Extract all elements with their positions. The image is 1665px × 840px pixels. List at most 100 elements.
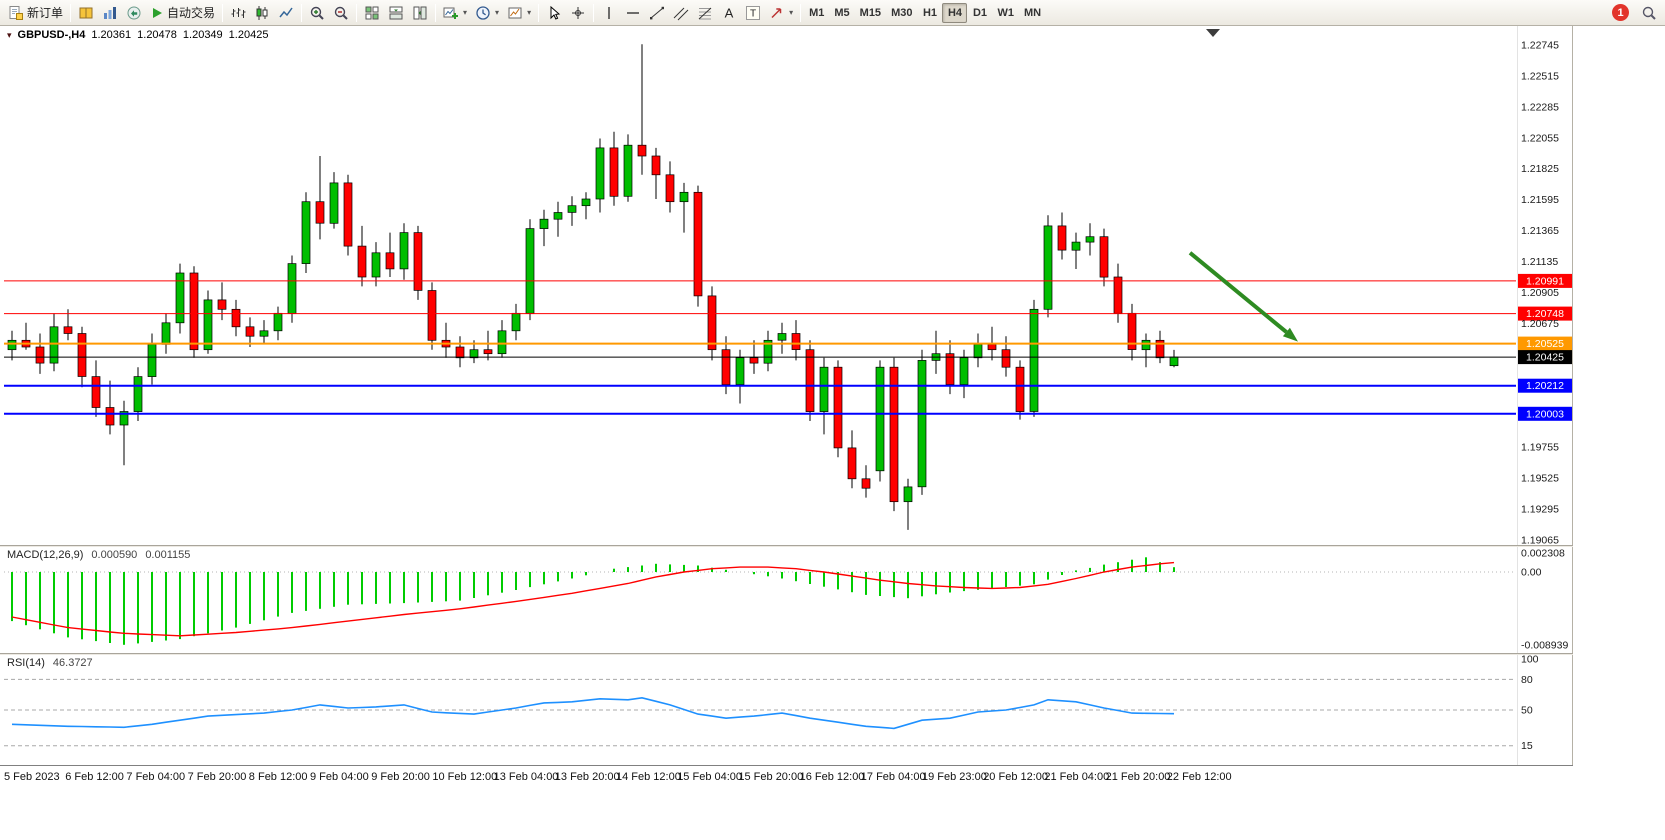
time-label: 17 Feb 04:00 (860, 771, 926, 783)
toolbar-separator (593, 3, 595, 22)
terminal-button[interactable] (122, 2, 146, 24)
timeframe-mn-button[interactable]: MN (1023, 6, 1042, 19)
symbol-dropdown-icon: ▾ (7, 29, 12, 40)
time-label: 19 Feb 23:00 (922, 771, 987, 783)
main-chart-pane[interactable]: 1.20991 1.20748 1.20525 1.20425 1.20212 1.200… (0, 26, 1573, 545)
bar-chart-button[interactable] (226, 2, 250, 24)
candlestick-chart-button[interactable] (250, 2, 274, 24)
data-window-button[interactable] (98, 2, 122, 24)
toolbar-separator (70, 3, 72, 22)
candlestick-chart-icon (256, 5, 268, 20)
arrow-tool-icon (771, 7, 782, 18)
auto-trading-button[interactable]: 自动交易 (146, 2, 219, 24)
rsi-pane[interactable]: 100 80 50 15 (0, 655, 1573, 765)
price-badge: 1.20212 (1518, 378, 1572, 393)
price-axis-label: 1.21135 (1521, 256, 1558, 268)
time-label: 15 Feb 20:00 (738, 771, 804, 783)
vertical-line-button[interactable] (597, 2, 621, 24)
tile-windows-icon (365, 6, 379, 19)
chart-shift-marker[interactable] (1206, 29, 1220, 37)
horizontal-line-button[interactable] (621, 2, 645, 24)
new-order-label: 新订单 (27, 6, 64, 20)
vertical-line-icon (608, 6, 610, 19)
dropdown-arrow-icon: ▾ (495, 8, 500, 17)
price-axis-label: 1.21365 (1521, 225, 1559, 237)
toolbar-separator (435, 3, 437, 22)
crosshair-icon (572, 6, 585, 19)
rsi-pane-divider[interactable] (0, 653, 1573, 655)
tile-horizontal-button[interactable] (384, 2, 408, 24)
time-label: 16 Feb 12:00 (799, 771, 865, 783)
price-badge: 1.20003 (1518, 406, 1572, 421)
time-label: 9 Feb 04:00 (310, 771, 369, 783)
timeframe-m5-button[interactable]: M5 (834, 6, 850, 19)
price-axis-label: 1.19065 (1521, 535, 1559, 546)
tile-vertical-button[interactable] (408, 2, 432, 24)
timeframe-h1-button[interactable]: H1 (922, 6, 937, 19)
horizontal-line-icon (627, 11, 640, 14)
rsi-line (11, 696, 1175, 730)
rsi-axis-label: 50 (1521, 705, 1533, 717)
timeframe-m1-button[interactable]: M1 (809, 6, 825, 19)
zoom-in-button[interactable] (305, 2, 329, 24)
search-button[interactable] (1637, 2, 1661, 24)
trendline-button[interactable] (645, 2, 669, 24)
label-tool-button[interactable]: T (741, 2, 765, 24)
line-chart-icon (279, 7, 293, 17)
macd-pane[interactable]: 0.002308 0.00 -0.008939 (0, 547, 1573, 653)
svg-text:1.20991: 1.20991 (1526, 275, 1564, 287)
new-chart-button[interactable]: ▾ (439, 2, 471, 24)
ohlc-close: 1.20425 (228, 29, 269, 41)
trend-arrow-annotation[interactable] (1188, 251, 1298, 342)
channel-button[interactable] (669, 2, 693, 24)
arrows-tool-button[interactable]: ▾ (765, 2, 797, 24)
macd-pane-divider[interactable] (0, 545, 1573, 547)
line-chart-button[interactable] (274, 2, 298, 24)
time-axis[interactable]: 5 Feb 2023 6 Feb 12:00 7 Feb 04:00 7 Feb 20… (0, 765, 1573, 790)
price-axis-label: 1.22515 (1521, 70, 1559, 82)
timeframe-m15-button[interactable]: M15 (859, 6, 882, 19)
svg-text:A: A (725, 5, 734, 20)
timeframe-d1-button[interactable]: D1 (972, 6, 987, 19)
template-icon (508, 7, 522, 18)
timeframe-m30-button[interactable]: M30 (891, 6, 913, 19)
new-order-icon (9, 5, 23, 20)
market-watch-button[interactable] (74, 2, 98, 24)
tile-vertical-icon (413, 6, 427, 19)
fibonacci-icon (698, 7, 712, 19)
time-label: 21 Feb 04:00 (1044, 771, 1110, 783)
toolbar-separator (356, 3, 358, 22)
fibonacci-button[interactable] (693, 2, 717, 24)
template-button[interactable]: ▾ (503, 2, 535, 24)
macd-signal-line (11, 561, 1175, 637)
time-label: 22 Feb 12:00 (1166, 771, 1232, 783)
text-tool-button[interactable]: A (717, 2, 741, 24)
price-badge: 1.20991 (1518, 273, 1572, 288)
notification-badge[interactable]: 1 (1612, 4, 1629, 21)
ohlc-high: 1.20478 (137, 29, 177, 41)
price-axis-label: 1.19755 (1521, 442, 1559, 454)
price-badge: 1.20525 (1518, 336, 1572, 351)
symbol-label: GBPUSD-,H4 (17, 29, 86, 41)
tile-windows-button[interactable] (360, 2, 384, 24)
price-badge: 1.20748 (1518, 306, 1572, 321)
dropdown-arrow-icon: ▾ (527, 8, 532, 17)
time-label: 13 Feb 20:00 (554, 771, 620, 783)
price-axis-label: 1.22055 (1521, 132, 1559, 144)
price-axis-label: 1.21595 (1521, 194, 1559, 206)
time-label: 13 Feb 04:00 (493, 771, 559, 783)
timeframe-w1-button[interactable]: W1 (997, 6, 1014, 19)
period-selector-button[interactable]: ▾ (471, 2, 503, 24)
macd-signal-value: 0.001155 (145, 549, 191, 561)
crosshair-button[interactable] (566, 2, 590, 24)
zoom-out-button[interactable] (329, 2, 353, 24)
timeframe-h4-button[interactable]: H4 (942, 2, 968, 23)
macd-axis-label: 0.002308 (1521, 548, 1565, 560)
time-label: 21 Feb 20:00 (1105, 771, 1171, 783)
new-order-button[interactable]: 新订单 (4, 2, 67, 24)
zoom-in-icon (310, 6, 324, 20)
price-axis-label: 1.20905 (1521, 287, 1559, 299)
cursor-button[interactable] (542, 2, 566, 24)
price-axis-label: 1.19525 (1521, 473, 1559, 485)
price-axis-label: 1.22745 (1521, 40, 1559, 52)
